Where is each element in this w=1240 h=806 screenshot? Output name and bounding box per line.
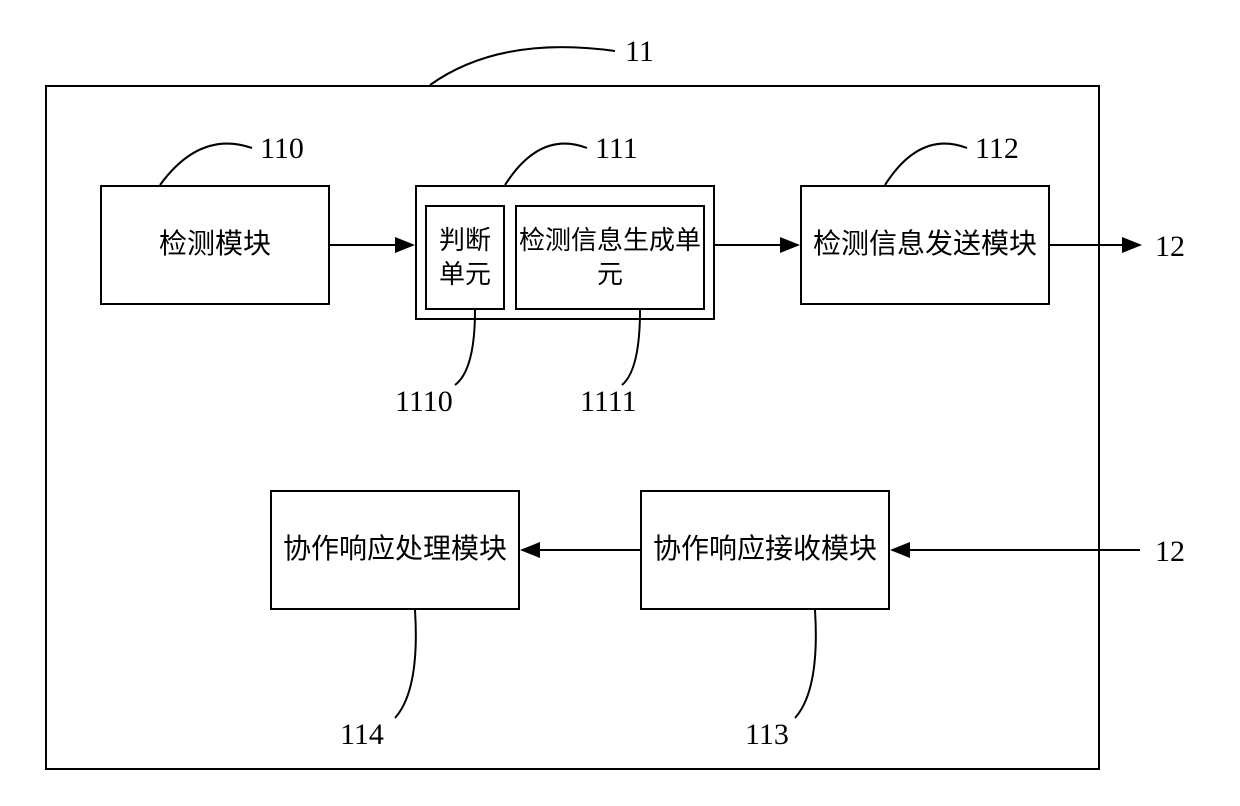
label-1110: 1110	[395, 385, 453, 419]
label-113: 113	[745, 718, 789, 752]
label-11: 11	[625, 35, 654, 69]
label-110: 110	[260, 132, 304, 166]
box-112: 检测信息发送模块	[800, 185, 1050, 305]
box-110: 检测模块	[100, 185, 330, 305]
box-1111: 检测信息生成单元	[515, 205, 705, 310]
box-113: 协作响应接收模块	[640, 490, 890, 610]
box-112-text: 检测信息发送模块	[813, 227, 1037, 263]
label-1111: 1111	[580, 385, 637, 419]
box-113-text: 协作响应接收模块	[653, 532, 877, 568]
box-1110-text: 判断单元	[427, 224, 503, 292]
label-111: 111	[595, 132, 638, 166]
label-114: 114	[340, 718, 384, 752]
box-110-text: 检测模块	[159, 227, 271, 263]
diagram-container: 检测模块 判断单元 检测信息生成单元 检测信息发送模块 协作响应接收模块 协作响…	[0, 0, 1240, 806]
box-114: 协作响应处理模块	[270, 490, 520, 610]
label-112: 112	[975, 132, 1019, 166]
box-114-text: 协作响应处理模块	[283, 532, 507, 568]
box-1111-text: 检测信息生成单元	[517, 224, 703, 292]
box-1110: 判断单元	[425, 205, 505, 310]
leader-11	[430, 47, 615, 85]
label-12-bottom: 12	[1155, 535, 1185, 569]
label-12-top: 12	[1155, 230, 1185, 264]
